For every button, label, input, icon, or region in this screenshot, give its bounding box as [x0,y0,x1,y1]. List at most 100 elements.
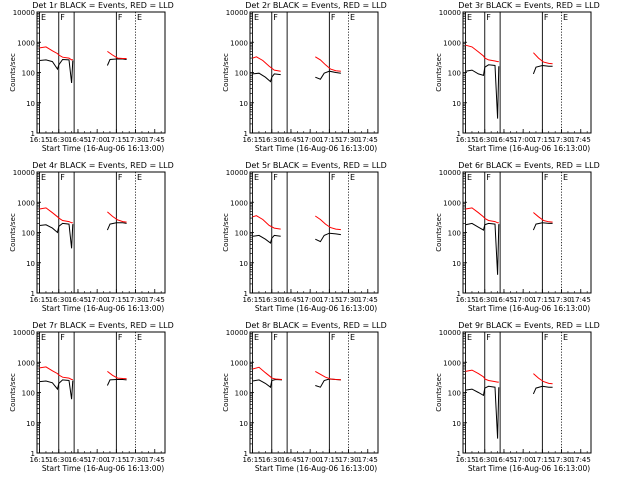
x-tick-label: 16:45 [281,296,301,304]
x-tick-label: 17:45 [571,456,591,464]
x-tick-label: 17:15 [106,456,126,464]
plot-frame [36,171,166,294]
series-line-events [465,385,500,439]
x-tick-label: 17:45 [571,136,591,144]
x-tick-label: 16:30 [262,456,282,464]
chart-title: Det 4r BLACK = Events, RED = LLD [32,161,174,170]
x-tick-label: 16:45 [68,136,88,144]
series-line-events [106,222,127,231]
series-line-lld [465,207,499,224]
series-line-events [106,379,127,386]
x-tick-label: 16:15 [242,136,262,144]
x-axis-label: Start Time (16-Aug-06 16:13:00) [468,144,590,153]
y-tick-label: 1000 [443,359,461,367]
y-tick-label: 10 [452,420,461,428]
flag-label: F [118,333,123,342]
y-tick-label: 100 [22,70,35,78]
x-tick-label: 16:45 [68,296,88,304]
x-tick-label: 17:30 [551,456,571,464]
x-tick-label: 16:15 [455,136,475,144]
x-tick-label: 17:15 [319,456,339,464]
detector-chart: Det 2r BLACK = Events, RED = LLD 1 10 100 10… [222,1,387,153]
y-tick-label: 1 [457,450,461,458]
x-tick-label: 16:30 [475,296,495,304]
series-line-lld [39,207,73,224]
y-axis-label: Counts/sec [435,373,443,412]
series-line-lld [107,50,127,59]
x-tick-label: 16:30 [475,456,495,464]
series-line-lld [252,366,283,380]
y-tick-label: 10 [26,260,35,268]
y-tick-label: 10000 [226,9,248,17]
x-axis-label: Start Time (16-Aug-06 16:13:00) [255,304,377,313]
series-line-lld [39,46,73,61]
x-tick-label: 17:30 [125,296,145,304]
flag-label: E [350,173,355,182]
flag-label: E [137,13,142,22]
y-axis-label: Counts/sec [222,53,230,92]
plot-frame [462,11,592,134]
y-tick-label: 1 [31,130,35,138]
chart-title: Det 5r BLACK = Events, RED = LLD [245,161,387,170]
y-tick-label: 10 [26,100,35,108]
chart-title: Det 8r BLACK = Events, RED = LLD [245,321,387,330]
x-tick-label: 17:15 [106,136,126,144]
x-tick-label: 16:15 [29,296,49,304]
y-tick-label: 1000 [230,199,248,207]
y-tick-label: 1000 [230,359,248,367]
plot-frame [249,11,379,134]
y-tick-label: 10 [239,100,248,108]
chart-title: Det 2r BLACK = Events, RED = LLD [245,1,387,10]
y-tick-label: 1000 [17,39,35,47]
x-tick-label: 16:30 [262,296,282,304]
detector-chart: Det 5r BLACK = Events, RED = LLD 1 10 100 10… [222,161,387,313]
flag-label: E [254,13,259,22]
x-axis-label: Start Time (16-Aug-06 16:13:00) [42,144,164,153]
x-tick-label: 17:45 [358,296,378,304]
x-tick-label: 17:45 [571,296,591,304]
x-tick-label: 17:00 [87,136,107,144]
chart-title: Det 1r BLACK = Events, RED = LLD [32,1,174,10]
flag-label: E [563,173,568,182]
y-axis-label: Counts/sec [9,213,17,252]
y-tick-label: 1000 [443,39,461,47]
x-tick-label: 17:00 [300,456,320,464]
y-tick-label: 100 [448,230,461,238]
x-tick-label: 17:00 [513,296,533,304]
series-line-lld [39,366,73,380]
y-axis-label: Counts/sec [9,53,17,92]
x-tick-label: 17:30 [338,456,358,464]
y-tick-label: 10 [239,420,248,428]
series-line-lld [252,215,281,230]
y-tick-label: 100 [22,230,35,238]
y-tick-label: 100 [235,70,248,78]
x-axis-label: Start Time (16-Aug-06 16:13:00) [255,144,377,153]
x-tick-label: 16:30 [49,296,69,304]
y-tick-label: 100 [448,70,461,78]
x-tick-label: 16:15 [29,456,49,464]
y-tick-label: 10000 [439,329,461,337]
flag-label: E [563,13,568,22]
series-line-events [465,64,500,119]
y-tick-label: 1000 [230,39,248,47]
series-line-events [252,378,283,389]
plot-frame [249,331,379,454]
x-tick-label: 16:30 [49,136,69,144]
y-tick-label: 100 [235,230,248,238]
plot-frame [249,171,379,294]
x-tick-label: 17:15 [319,296,339,304]
series-line-lld [315,215,341,231]
flag-label: F [486,333,491,342]
detector-chart: Det 1r BLACK = Events, RED = LLD 1 10 100 10… [9,1,174,153]
detector-chart: Det 3r BLACK = Events, RED = LLD 1 10 100 10… [435,1,600,153]
series-line-events [252,234,281,244]
y-tick-label: 100 [448,390,461,398]
y-tick-label: 100 [22,390,35,398]
x-axis-label: Start Time (16-Aug-06 16:13:00) [42,464,164,473]
series-line-lld [315,370,341,381]
x-tick-label: 17:45 [145,136,165,144]
y-tick-label: 10000 [13,9,35,17]
series-line-lld [107,371,127,380]
x-tick-label: 17:30 [338,136,358,144]
x-tick-label: 16:15 [455,296,475,304]
